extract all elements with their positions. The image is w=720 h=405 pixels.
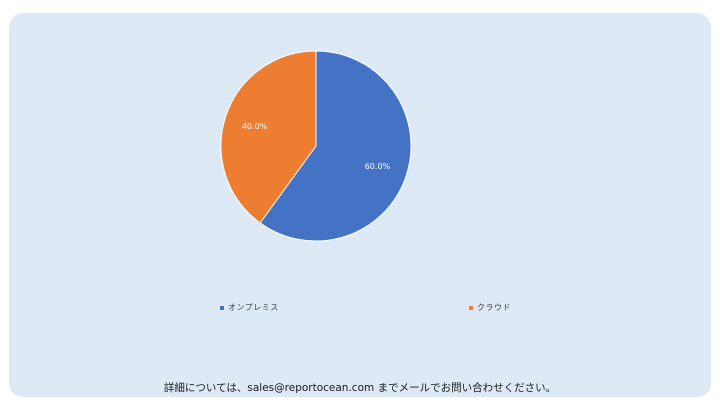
legend-label-on-premise: オンプレミス [228,303,279,312]
legend-item-on-premise: オンプレミス [220,302,279,313]
data-label-on-premise: 60.0% [365,162,391,171]
legend-swatch-cloud [469,305,473,310]
legend-swatch-on-premise [220,305,224,310]
legend-label-cloud: クラウド [477,303,511,312]
legend-item-cloud: クラウド [469,302,511,313]
pie-slice-cloud [220,50,317,224]
legend: オンプレミス クラウド [0,302,720,316]
contact-footer: 詳細については、sales@reportocean.com までメールでお問い合… [163,382,557,394]
data-label-cloud: 40.0% [242,122,268,131]
pie-slice-on-premise [259,50,412,242]
